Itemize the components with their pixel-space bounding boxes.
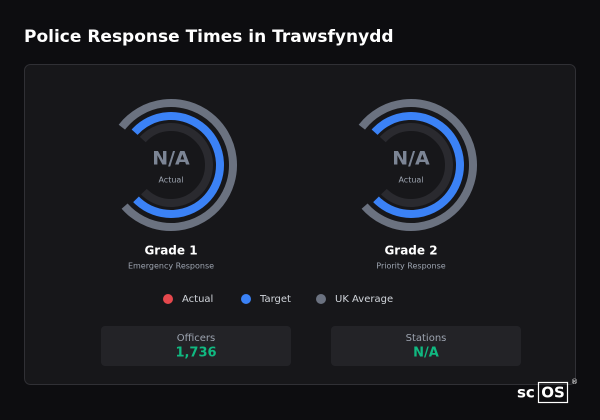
uk-average-ring — [345, 99, 477, 231]
legend-label: Actual — [182, 294, 213, 305]
actual-ring — [369, 123, 453, 207]
gauge: N/A Actual Grade 2 Priority Response — [345, 99, 477, 271]
target-ring — [358, 112, 464, 218]
brand-boxed: OS — [541, 384, 565, 402]
gauge-subtitle: Priority Response — [376, 262, 446, 271]
stat-value: 1,736 — [175, 346, 216, 361]
brand-mark: ® — [571, 378, 578, 386]
gauge: N/A Actual Grade 1 Emergency Response — [105, 99, 237, 271]
legend-label: UK Average — [335, 294, 393, 305]
stat-box — [101, 326, 291, 366]
legend-dot — [241, 294, 251, 304]
stat-box — [331, 326, 521, 366]
card — [24, 64, 576, 385]
stat-label: Stations — [406, 333, 447, 344]
gauge-title: Grade 1 — [144, 244, 197, 258]
legend-label: Target — [259, 294, 291, 305]
stat-label: Officers — [177, 333, 216, 344]
uk-average-ring — [105, 99, 237, 231]
gauge-caption: Actual — [158, 176, 183, 185]
legend: Actual Target UK Average — [163, 294, 393, 305]
gauge-title: Grade 2 — [384, 244, 437, 258]
legend-dot — [316, 294, 326, 304]
brand: sc OS ® — [517, 378, 578, 404]
legend-dot — [163, 294, 173, 304]
brand-box — [537, 381, 569, 404]
stat-value: N/A — [413, 346, 439, 361]
actual-ring — [129, 123, 213, 207]
target-ring — [118, 112, 224, 218]
gauge-subtitle: Emergency Response — [128, 262, 214, 271]
gauge-caption: Actual — [398, 176, 423, 185]
brand-prefix: sc — [517, 384, 535, 402]
gauge-value: N/A — [152, 148, 190, 170]
gauge-value: N/A — [392, 148, 430, 170]
title: Police Response Times in Trawsfynydd — [24, 27, 394, 47]
